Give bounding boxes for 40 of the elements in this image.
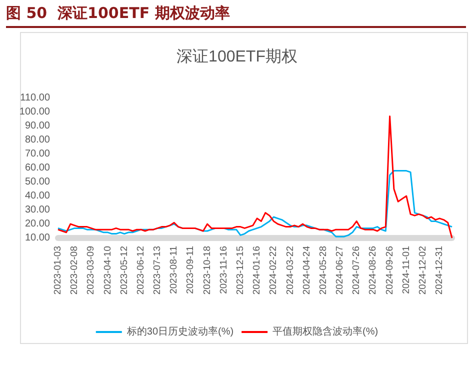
x-tick-label: 2024-07-26: [351, 246, 362, 295]
x-tick-label: 2024-12-02: [417, 246, 428, 295]
x-tick-label: 2023-07-13: [152, 246, 164, 295]
y-tick-label: 20.00: [24, 218, 50, 230]
y-tick-label: 110.00: [20, 92, 50, 104]
x-tick-label: 2024-11-01: [400, 246, 412, 294]
y-tick-label: 40.00: [24, 190, 50, 202]
y-tick-label: 90.00: [24, 120, 50, 132]
x-tick-label: 2024-03-22: [284, 246, 296, 295]
x-tick-label: 2024-05-28: [318, 246, 329, 295]
x-tick-label: 2024-01-16: [252, 246, 263, 295]
x-tick-label: 2023-10-18: [202, 246, 213, 295]
legend-label: 平值期权隐含波动率(%): [272, 326, 378, 338]
x-tick-label: 2024-12-31: [434, 246, 446, 295]
x-tick-label: 2024-02-22: [268, 246, 280, 295]
x-tick-label: 2023-02-08: [69, 246, 80, 295]
x-tick-label: 2023-03-09: [86, 246, 97, 295]
x-tick-label: 2024-09-26: [384, 246, 396, 295]
x-tick-label: 2023-01-03: [52, 246, 64, 295]
y-tick-label: 10.00: [24, 232, 50, 244]
y-tick-label: 30.00: [24, 204, 50, 216]
x-tick-label: 2024-08-26: [368, 246, 379, 295]
x-tick-label: 2024-06-27: [334, 246, 346, 295]
x-tick-label: 2023-06-12: [135, 246, 146, 295]
x-tick-label: 2023-08-11: [168, 246, 180, 294]
line-series: [57, 115, 453, 239]
x-tick-label: 2023-04-10: [102, 246, 114, 295]
y-tick-label: 80.00: [24, 134, 50, 146]
x-tick-label: 2023-12-15: [234, 246, 246, 295]
x-tick-label: 2023-05-12: [118, 246, 130, 295]
x-tick-label: 2023-09-11: [185, 246, 196, 294]
y-tick-label: 50.00: [24, 176, 50, 188]
chart-subtitle: 深证100ETF期权: [176, 48, 298, 66]
legend-label: 标的30日历史波动率(%): [126, 326, 234, 338]
chart-title: 图 50 深证100ETF 期权波动率: [6, 4, 466, 28]
x-tick-label: 2023-11-16: [218, 246, 230, 294]
x-tick-label: 2024-04-24: [301, 246, 312, 295]
y-tick-label: 100.00: [19, 106, 50, 118]
y-tick-label: 60.00: [24, 162, 50, 174]
y-tick-label: 70.00: [24, 148, 50, 160]
